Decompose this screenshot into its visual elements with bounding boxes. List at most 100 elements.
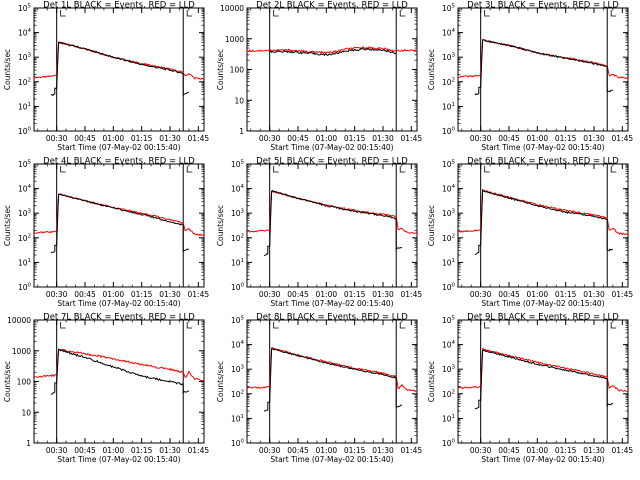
x-tick-label: 01:45 (188, 134, 210, 143)
series-line-events (50, 348, 190, 396)
y-tick-label: 10 (234, 96, 244, 105)
y-axis-label: Counts/sec (427, 361, 436, 402)
y-tick-label: 1 (239, 127, 244, 136)
x-tick-label: 00:45 (498, 446, 520, 455)
y-tick-label: 102 (18, 77, 31, 87)
x-tick-label: 01:00 (103, 134, 125, 143)
x-axis-label: Start Time (07-May-02 00:15:40) (57, 299, 180, 308)
y-tick-label: 102 (442, 77, 455, 87)
x-tick-label: 01:15 (131, 290, 153, 299)
chart-title: Det 4L BLACK = Events, RED = LLD (43, 157, 195, 167)
x-tick-label: 00:45 (74, 290, 96, 299)
y-tick-label: 103 (442, 209, 456, 219)
y-tick-label: 105 (231, 316, 245, 326)
x-tick-label: 01:00 (316, 446, 338, 455)
series-line-events (263, 189, 402, 257)
y-tick-label: 101 (18, 258, 31, 268)
series-line-events (263, 347, 402, 412)
x-tick-label: 01:45 (401, 446, 423, 455)
series-line-lld (457, 348, 629, 392)
x-tick-label: 01:00 (316, 290, 338, 299)
plot-frame (246, 319, 418, 444)
chart-panel-9: Det 9L BLACK = Events, RED = LLD 100 101 10… (427, 313, 633, 465)
marker-bracket (610, 322, 617, 329)
chart-panel-8: Det 8L BLACK = Events, RED = LLD 100 101 10… (216, 313, 422, 465)
series-line-events (50, 41, 190, 97)
x-axis-label: Start Time (07-May-02 00:15:40) (481, 143, 604, 152)
x-tick-label: 01:45 (188, 290, 210, 299)
y-tick-label: 105 (18, 4, 32, 14)
x-tick-label: 00:30 (259, 290, 281, 299)
x-tick-label: 01:45 (401, 134, 423, 143)
x-tick-label: 01:00 (103, 446, 125, 455)
chart-panel-3: Det 3L BLACK = Events, RED = LLD 100 101 10… (427, 1, 633, 153)
y-tick-label: 104 (231, 340, 245, 350)
series-line-lld (246, 347, 418, 393)
y-tick-label: 105 (231, 160, 245, 170)
x-tick-label: 00:45 (74, 134, 96, 143)
y-tick-label: 101 (18, 102, 31, 112)
marker-bracket (399, 166, 406, 173)
marker-bracket (484, 322, 490, 329)
y-axis-label: Counts/sec (3, 49, 12, 90)
x-tick-label: 01:15 (555, 446, 577, 455)
x-axis-label: Start Time (07-May-02 00:15:40) (481, 455, 604, 464)
plot-frame (457, 163, 629, 288)
y-tick-label: 104 (442, 28, 456, 38)
x-tick-label: 01:45 (612, 134, 634, 143)
y-tick-label: 100 (18, 127, 32, 137)
y-tick-label: 105 (442, 4, 456, 14)
y-tick-label: 103 (442, 365, 456, 375)
marker-bracket (610, 10, 617, 17)
plot-frame (457, 319, 629, 444)
x-tick-label: 01:00 (527, 446, 549, 455)
series-line-lld (458, 38, 629, 80)
chart-panel-1: Det 1L BLACK = Events, RED = LLD 100 101 10… (3, 1, 209, 153)
y-axis-label: Counts/sec (216, 361, 225, 402)
y-tick-label: 104 (442, 184, 456, 194)
x-tick-label: 00:30 (259, 446, 281, 455)
chart-panel-2: Det 2L BLACK = Events, RED = LLD 1 10 100 10… (216, 1, 422, 153)
x-tick-label: 00:45 (287, 290, 309, 299)
y-tick-label: 104 (18, 184, 32, 194)
y-tick-label: 101 (442, 414, 455, 424)
chart-panel-5: Det 5L BLACK = Events, RED = LLD 100 101 10… (216, 157, 422, 309)
x-tick-label: 01:00 (527, 290, 549, 299)
marker-bracket (484, 10, 490, 17)
y-tick-label: 102 (442, 389, 455, 399)
x-tick-label: 01:15 (131, 134, 153, 143)
x-tick-label: 01:30 (159, 134, 181, 143)
x-tick-label: 00:30 (46, 134, 68, 143)
x-tick-label: 01:45 (188, 446, 210, 455)
x-tick-label: 00:30 (470, 134, 492, 143)
y-axis-label: Counts/sec (216, 49, 225, 90)
x-tick-label: 00:30 (470, 446, 492, 455)
y-axis-label: Counts/sec (427, 49, 436, 90)
x-tick-label: 01:45 (612, 446, 634, 455)
x-axis-label: Start Time (07-May-02 00:15:40) (270, 143, 393, 152)
y-tick-label: 10000 (7, 316, 31, 325)
plot-frame (246, 7, 418, 132)
y-tick-label: 101 (231, 258, 244, 268)
series-line-lld (246, 190, 418, 235)
marker-bracket (484, 166, 490, 173)
y-tick-label: 103 (442, 53, 456, 63)
chart-title: Det 3L BLACK = Events, RED = LLD (467, 1, 619, 11)
y-tick-label: 103 (18, 53, 32, 63)
y-tick-label: 100 (442, 439, 456, 449)
marker-bracket (273, 322, 279, 329)
x-tick-label: 01:15 (555, 290, 577, 299)
series-line-events (474, 189, 614, 256)
y-tick-label: 104 (18, 28, 32, 38)
x-tick-label: 01:15 (555, 134, 577, 143)
plot-frame (33, 7, 205, 132)
plot-frame (33, 163, 205, 288)
chart-panel-7: Det 7L BLACK = Events, RED = LLD 1 10 100 10… (3, 313, 209, 465)
marker-bracket (273, 166, 279, 173)
y-tick-label: 101 (442, 102, 455, 112)
y-tick-label: 1 (26, 439, 31, 448)
x-tick-label: 01:30 (583, 290, 605, 299)
y-tick-label: 103 (231, 209, 245, 219)
y-tick-label: 1000 (12, 347, 31, 356)
series-line-events (474, 349, 613, 410)
